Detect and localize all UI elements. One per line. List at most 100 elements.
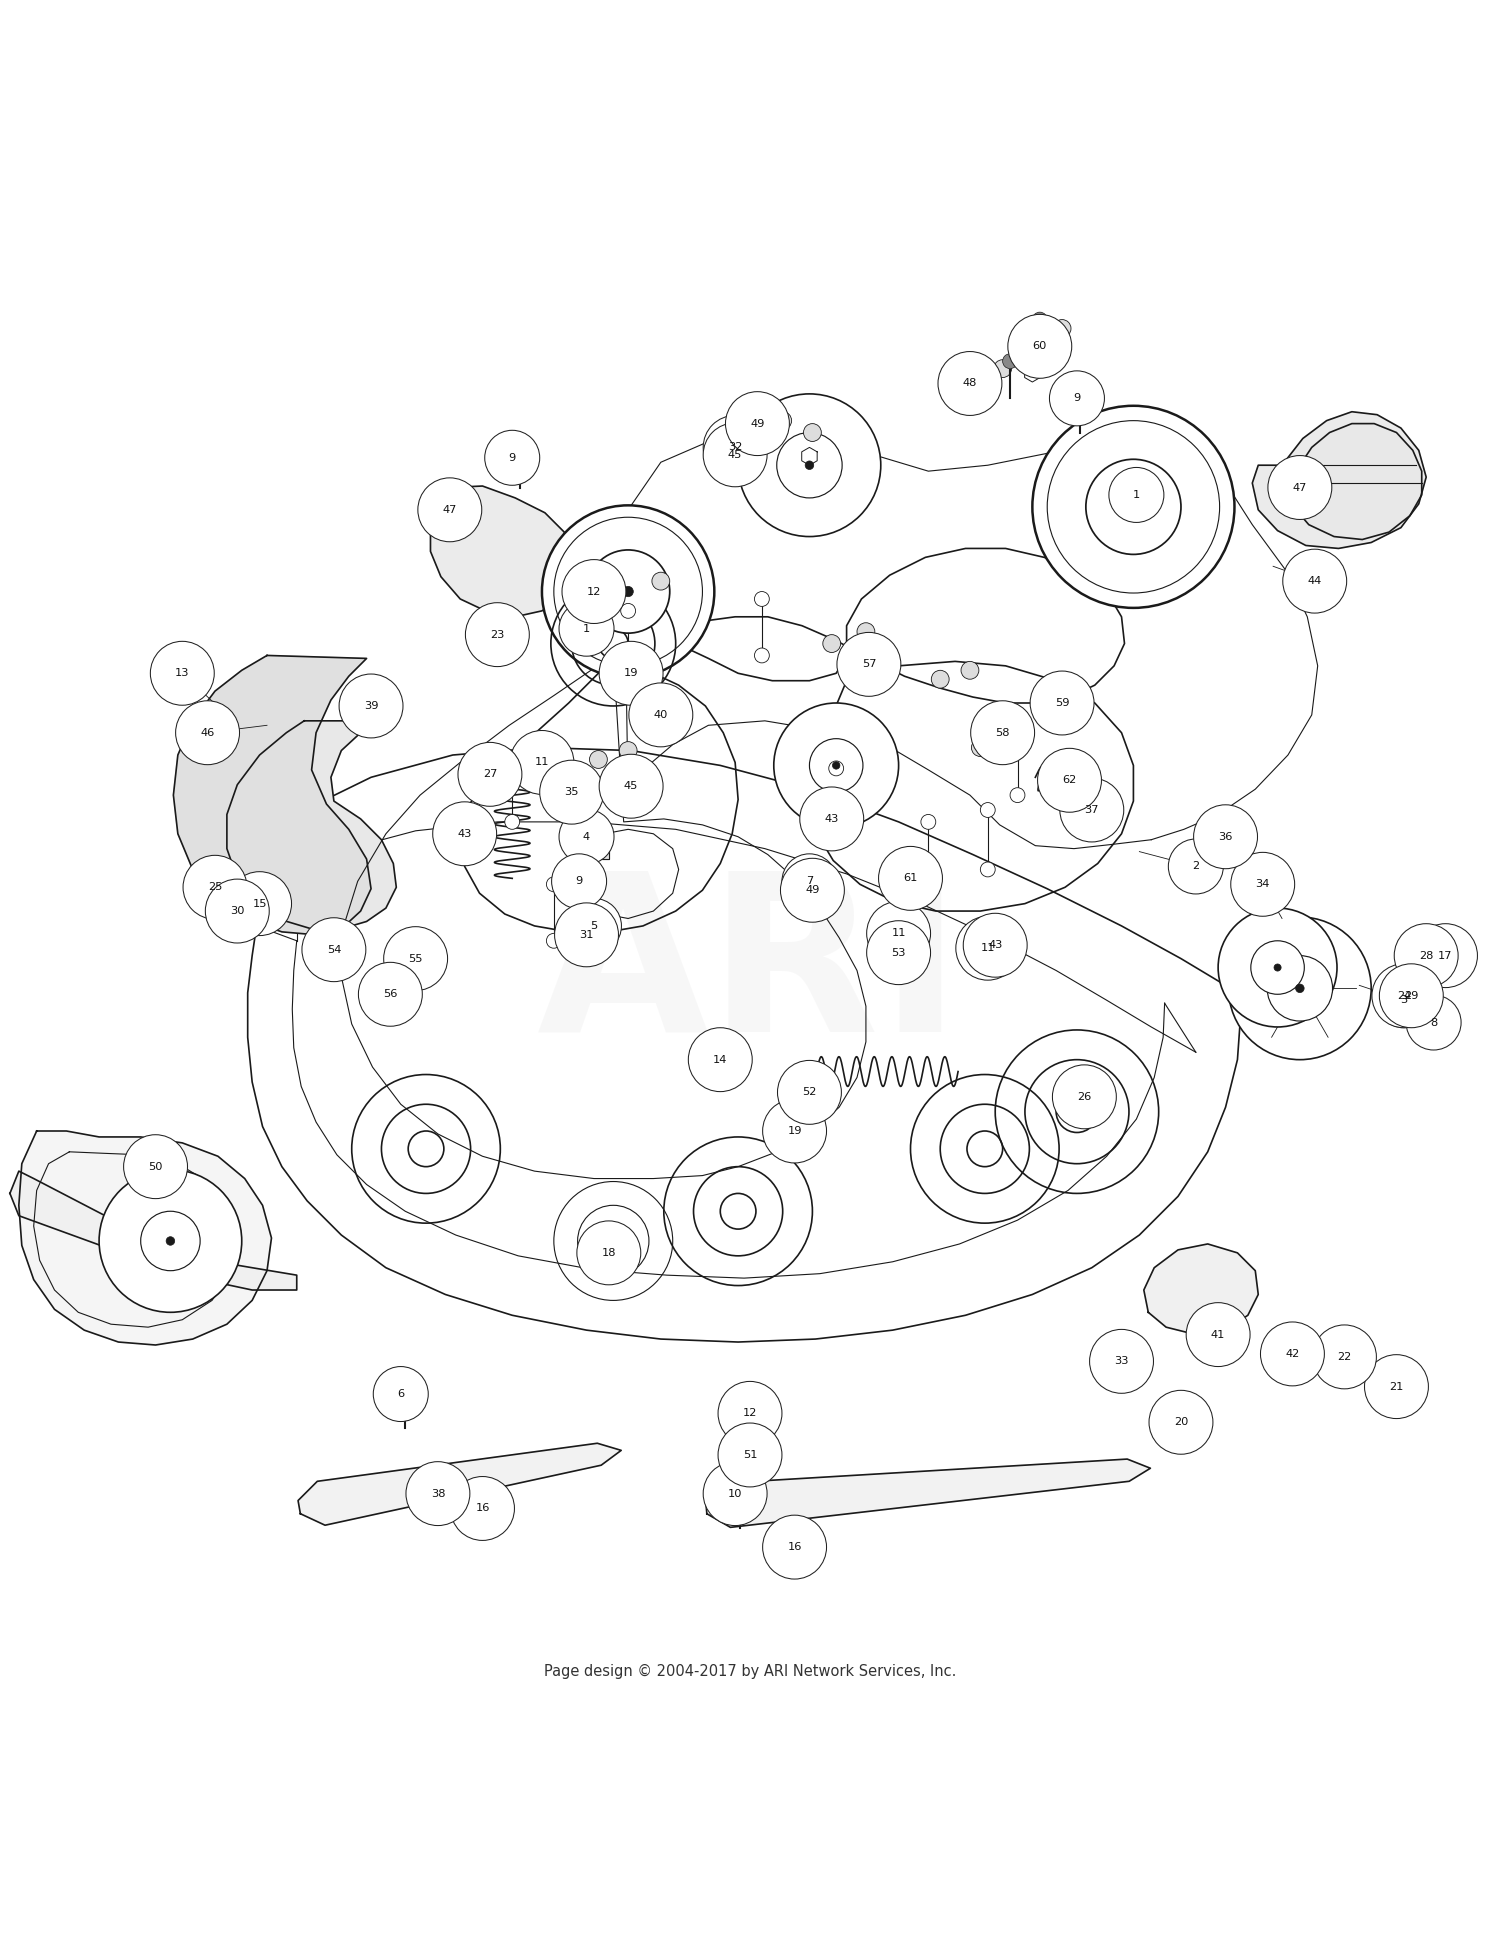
Text: 1: 1 <box>1132 489 1140 501</box>
Circle shape <box>579 934 594 949</box>
Circle shape <box>867 920 930 984</box>
Text: 17: 17 <box>1438 951 1452 961</box>
Circle shape <box>578 1221 640 1285</box>
Circle shape <box>867 901 930 965</box>
Circle shape <box>358 963 423 1027</box>
Circle shape <box>921 815 936 829</box>
Text: 11: 11 <box>981 943 994 953</box>
Circle shape <box>590 594 608 611</box>
Circle shape <box>824 635 840 652</box>
Text: 45: 45 <box>728 450 742 460</box>
Circle shape <box>746 1394 760 1409</box>
Text: 6: 6 <box>398 1390 405 1399</box>
Circle shape <box>546 934 561 949</box>
Circle shape <box>1268 955 1332 1021</box>
Circle shape <box>621 670 636 683</box>
Circle shape <box>1232 852 1294 916</box>
Circle shape <box>704 415 766 479</box>
Text: 26: 26 <box>1077 1093 1092 1102</box>
Circle shape <box>718 1382 782 1446</box>
Circle shape <box>762 1099 826 1163</box>
Circle shape <box>419 477 482 542</box>
Text: 12: 12 <box>586 586 602 596</box>
Circle shape <box>506 755 519 771</box>
Text: 30: 30 <box>230 906 244 916</box>
Polygon shape <box>226 720 396 930</box>
Circle shape <box>1380 965 1443 1027</box>
Polygon shape <box>1286 423 1422 540</box>
Text: 47: 47 <box>1293 483 1306 493</box>
Text: 43: 43 <box>988 939 1002 951</box>
Circle shape <box>810 740 862 792</box>
Circle shape <box>628 683 693 747</box>
Text: 33: 33 <box>1114 1357 1130 1366</box>
Circle shape <box>228 872 291 936</box>
Circle shape <box>458 741 522 806</box>
Text: 3: 3 <box>1401 996 1407 1005</box>
Circle shape <box>1413 1009 1449 1044</box>
Polygon shape <box>174 656 370 936</box>
Circle shape <box>993 359 1011 378</box>
Circle shape <box>830 761 843 776</box>
Circle shape <box>374 1366 429 1421</box>
Circle shape <box>1386 1374 1416 1405</box>
Text: 39: 39 <box>364 701 378 710</box>
Circle shape <box>1032 406 1234 608</box>
Circle shape <box>774 703 898 827</box>
Circle shape <box>1251 941 1305 994</box>
Circle shape <box>970 701 1035 765</box>
Circle shape <box>1010 726 1025 740</box>
Circle shape <box>465 604 530 666</box>
Text: 43: 43 <box>458 829 472 839</box>
Text: 11: 11 <box>891 928 906 938</box>
Circle shape <box>652 573 669 590</box>
Circle shape <box>1218 908 1336 1027</box>
Circle shape <box>176 701 240 765</box>
Text: 28: 28 <box>1419 951 1434 961</box>
Circle shape <box>1372 965 1436 1027</box>
Circle shape <box>1053 320 1071 338</box>
Text: 56: 56 <box>382 990 398 1000</box>
Circle shape <box>99 1170 242 1312</box>
Circle shape <box>432 802 496 866</box>
Circle shape <box>450 1477 514 1541</box>
Text: 45: 45 <box>624 780 639 792</box>
Circle shape <box>1053 1066 1116 1130</box>
Circle shape <box>150 641 214 705</box>
Circle shape <box>777 1060 842 1124</box>
Circle shape <box>996 724 1014 741</box>
Text: 36: 36 <box>1218 833 1233 842</box>
Circle shape <box>1194 806 1257 870</box>
Circle shape <box>398 1378 412 1392</box>
Polygon shape <box>20 1132 272 1345</box>
Circle shape <box>938 351 1002 415</box>
Text: 14: 14 <box>712 1054 728 1066</box>
Circle shape <box>879 846 942 910</box>
Text: 43: 43 <box>825 813 839 823</box>
Circle shape <box>1371 1368 1401 1399</box>
Circle shape <box>738 394 880 536</box>
Circle shape <box>586 549 669 633</box>
Text: 54: 54 <box>327 945 340 955</box>
Text: 5: 5 <box>591 920 597 932</box>
Circle shape <box>510 730 574 794</box>
Circle shape <box>1128 501 1140 512</box>
Circle shape <box>1268 456 1332 520</box>
Circle shape <box>962 662 980 679</box>
Text: 18: 18 <box>602 1248 616 1258</box>
Circle shape <box>560 809 614 864</box>
Text: 41: 41 <box>1210 1330 1225 1339</box>
Polygon shape <box>705 1460 1150 1528</box>
Circle shape <box>1296 984 1304 992</box>
Text: 50: 50 <box>148 1161 164 1172</box>
Circle shape <box>1386 986 1422 1021</box>
Circle shape <box>512 443 526 458</box>
Polygon shape <box>568 829 609 860</box>
Text: 31: 31 <box>579 930 594 939</box>
Circle shape <box>567 899 621 953</box>
Circle shape <box>963 914 1028 976</box>
Circle shape <box>1377 972 1431 1027</box>
Circle shape <box>1086 460 1180 555</box>
Circle shape <box>732 1477 747 1493</box>
Circle shape <box>1008 314 1071 378</box>
